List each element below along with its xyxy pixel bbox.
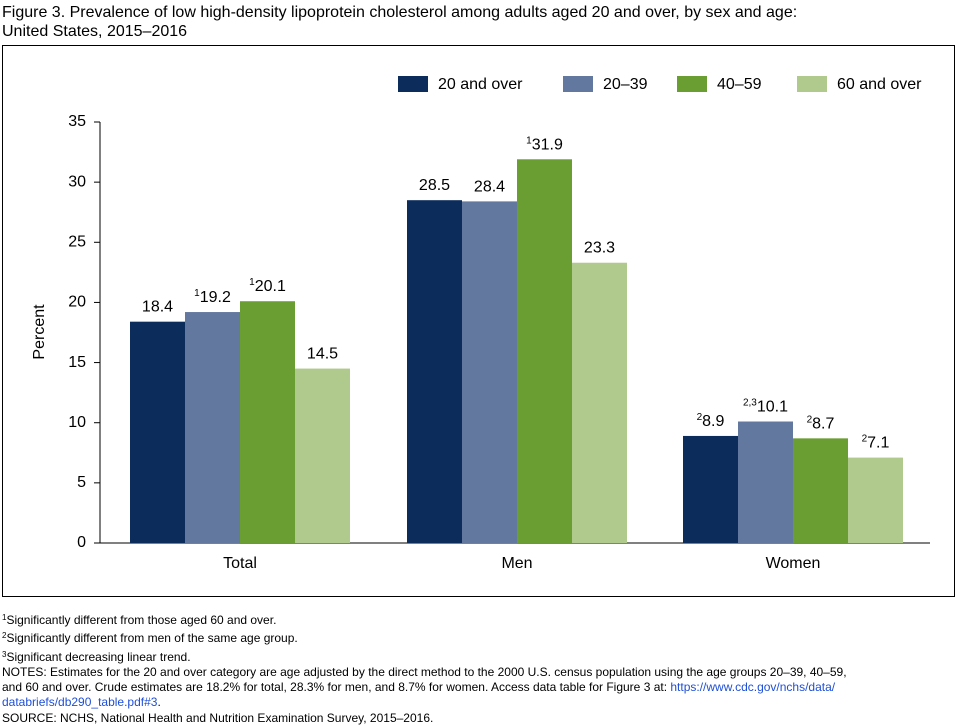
notes-line: NOTES: Estimates for the 20 and over cat… <box>2 664 847 679</box>
value-text: 23.3 <box>584 240 615 257</box>
bar <box>462 201 517 544</box>
legend-label: 20–39 <box>603 76 648 93</box>
value-label: 28.7 <box>807 414 835 432</box>
y-axis-label: Percent <box>31 304 48 360</box>
value-text: 7.1 <box>867 435 889 452</box>
x-tick-label: Men <box>501 555 532 572</box>
notes-text: . <box>157 695 161 710</box>
value-label: 120.1 <box>249 277 286 295</box>
notes-line: and 60 and over. Crude estimates are 18.… <box>2 680 847 695</box>
y-tick-label: 0 <box>77 534 86 551</box>
value-text: 20.1 <box>255 278 286 295</box>
footnote-mark: 2 <box>2 631 7 641</box>
link[interactable]: databriefs/db290_table.pdf#3 <box>2 695 158 710</box>
legend-swatch <box>677 76 707 92</box>
bar <box>738 421 793 543</box>
y-tick-label: 35 <box>68 113 86 130</box>
value-label: 27.1 <box>862 434 890 452</box>
value-text: 28.5 <box>419 177 450 194</box>
legend-swatch <box>563 76 593 92</box>
source: SOURCE: NCHS, National Health and Nutrit… <box>2 710 434 725</box>
x-tick-label: Total <box>223 555 257 572</box>
value-note: 1 <box>249 277 255 288</box>
bar <box>572 262 627 543</box>
footnote-text: Significantly different from those aged … <box>6 613 277 627</box>
notes-text: and 60 and over. Crude estimates are 18.… <box>2 680 671 695</box>
footnote-text: Significant decreasing linear trend. <box>6 649 191 664</box>
value-text: 14.5 <box>307 346 338 363</box>
y-tick-label: 5 <box>77 474 86 491</box>
chart-title: Figure 3. Prevalence of low high-density… <box>2 3 797 41</box>
value-text: 31.9 <box>532 136 563 153</box>
y-tick-label: 20 <box>68 294 86 311</box>
value-label: 28.4 <box>474 178 505 195</box>
notes-line: databriefs/db290_table.pdf#3. <box>2 695 847 710</box>
chart: Percent 0 5 10 15 20 25 30 35 20 and over 20–39 40… <box>2 45 955 597</box>
value-note: 1 <box>194 288 200 299</box>
bar <box>185 312 240 543</box>
title-line: United States, 2015–2016 <box>2 23 188 40</box>
bar <box>407 200 462 543</box>
y-tick-label: 15 <box>68 354 86 371</box>
notes: 1Significantly different from those aged… <box>2 610 847 726</box>
value-text: 8.9 <box>702 413 724 430</box>
legend-label: 60 and over <box>837 76 922 93</box>
chart-frame <box>2 45 955 597</box>
value-note: 1 <box>526 135 532 146</box>
footnote: 3Significant decreasing linear trend. <box>2 647 847 665</box>
y-tick-label: 25 <box>68 234 86 251</box>
footnote: 2Significantly different from men of the… <box>2 628 847 646</box>
legend-label: 40–59 <box>717 76 762 93</box>
value-text: 8.7 <box>812 415 834 432</box>
bar <box>295 368 350 543</box>
footnote-mark: 3 <box>2 649 7 659</box>
value-label: 14.5 <box>307 346 338 363</box>
title-line: Figure 3. Prevalence of low high-density… <box>2 4 798 21</box>
value-text: 10.1 <box>757 399 788 416</box>
value-note: 2 <box>862 434 868 445</box>
legend-swatch <box>797 76 827 92</box>
link[interactable]: https://www.cdc.gov/nchs/data/ <box>670 680 836 695</box>
bar <box>240 301 295 543</box>
legend-label: 20 and over <box>438 76 523 93</box>
bar <box>848 457 903 543</box>
value-label: 28.5 <box>419 177 450 194</box>
value-note: 2,3 <box>743 398 757 409</box>
value-label: 2,310.1 <box>743 398 788 416</box>
x-tick-label: Women <box>766 555 821 572</box>
bar <box>130 321 185 543</box>
bar <box>793 438 848 543</box>
bar <box>683 435 738 543</box>
value-label: 28.9 <box>697 412 725 430</box>
value-text: 18.4 <box>142 299 173 316</box>
bar <box>517 159 572 543</box>
value-label: 23.3 <box>584 240 615 257</box>
value-label: 131.9 <box>526 135 563 153</box>
footnote-mark: 1 <box>2 613 7 622</box>
footnote: 1Significantly different from those aged… <box>2 610 847 628</box>
y-tick-label: 30 <box>68 173 86 190</box>
y-tick-label: 10 <box>68 414 86 431</box>
legend-swatch <box>398 76 428 92</box>
value-label: 119.2 <box>194 288 231 306</box>
value-note: 2 <box>697 412 703 423</box>
value-label: 18.4 <box>142 299 173 316</box>
value-text: 19.2 <box>200 289 231 306</box>
value-note: 2 <box>807 414 813 425</box>
value-text: 28.4 <box>474 178 505 195</box>
footnote-text: Significantly different from men of the … <box>6 631 298 646</box>
